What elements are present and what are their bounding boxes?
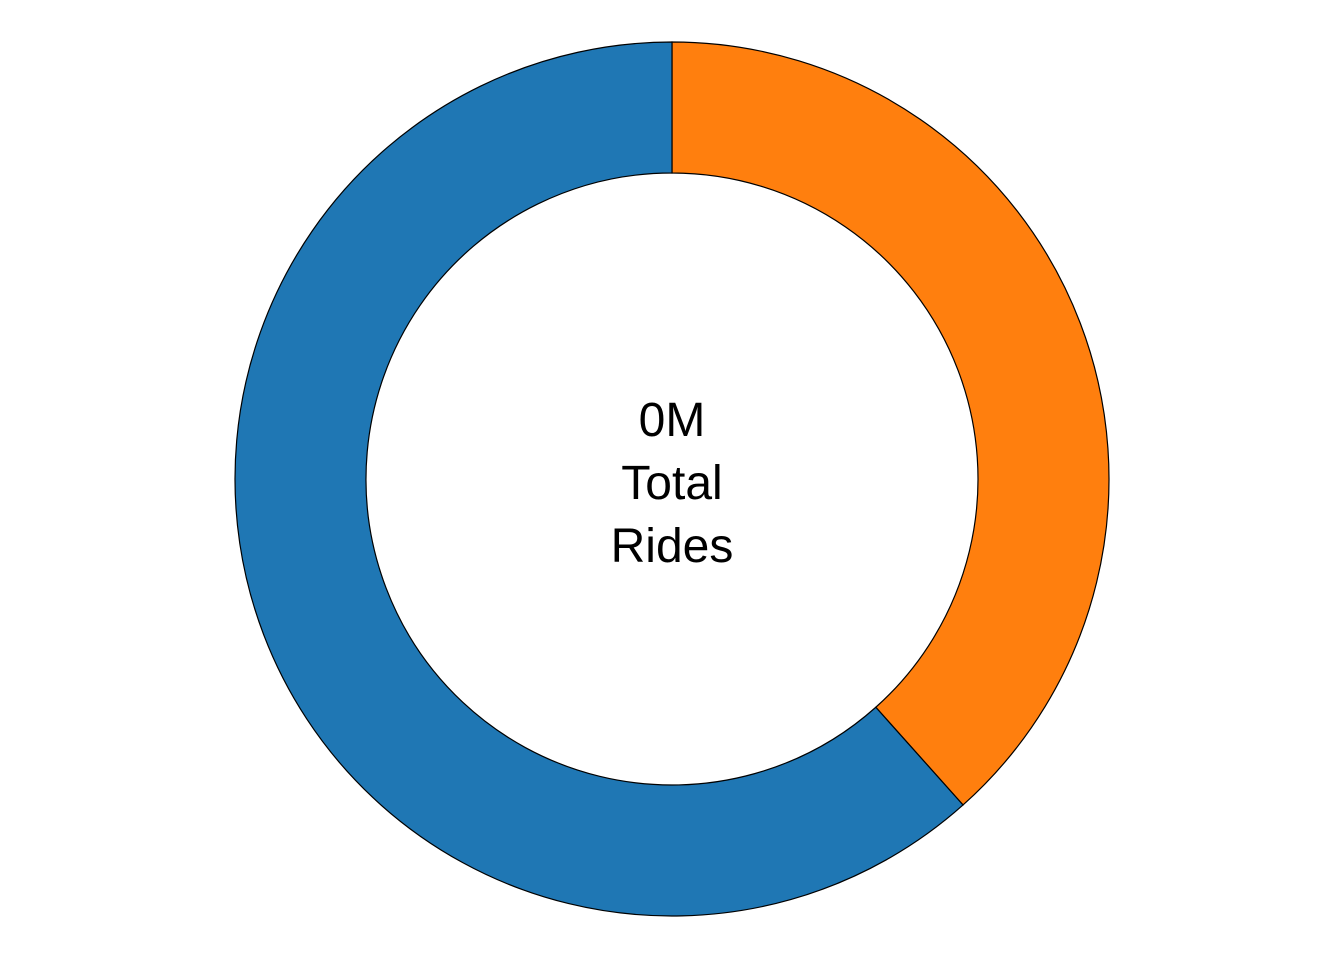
donut-slice-0 <box>671 41 1110 806</box>
center-label-line2: Total <box>621 457 722 510</box>
donut-slices <box>234 41 1110 917</box>
center-label-line3: Rides <box>611 520 734 573</box>
donut-slice-1 <box>234 41 964 917</box>
center-label-value: 0M <box>639 394 706 447</box>
